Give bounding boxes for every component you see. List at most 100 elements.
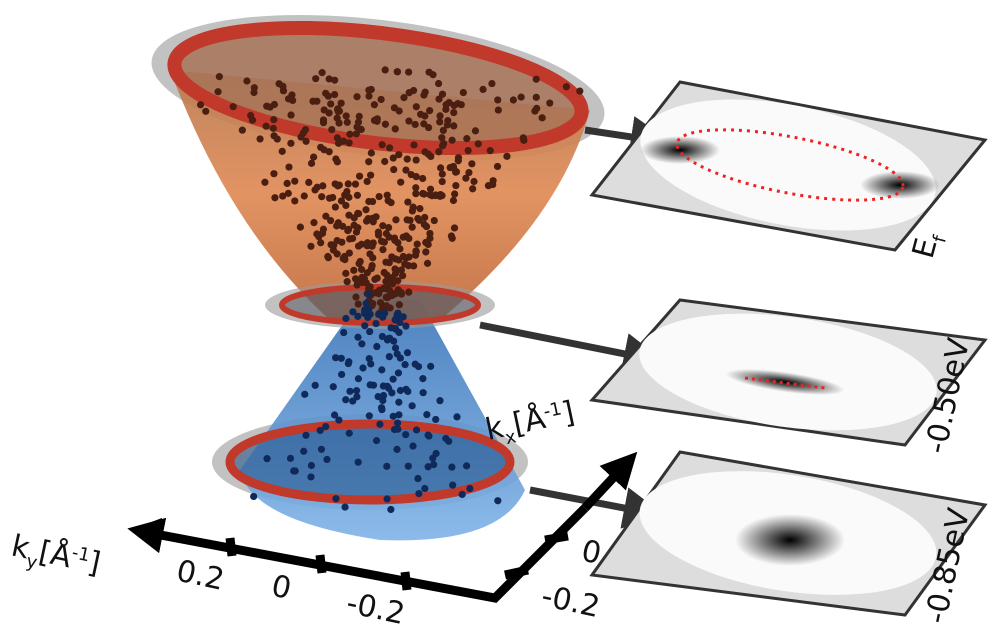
- point: [405, 68, 412, 75]
- point: [249, 117, 256, 124]
- point: [449, 137, 456, 144]
- point: [355, 242, 362, 249]
- point: [367, 381, 374, 388]
- point: [533, 76, 540, 83]
- point: [494, 163, 501, 170]
- point: [250, 493, 257, 500]
- point: [413, 248, 420, 255]
- point: [381, 285, 388, 292]
- point: [334, 250, 341, 257]
- point: [439, 170, 446, 177]
- point: [332, 203, 339, 210]
- point: [546, 99, 553, 106]
- point: [390, 376, 397, 383]
- point: [533, 105, 540, 112]
- point: [421, 221, 428, 228]
- point: [332, 155, 339, 162]
- point: [356, 113, 363, 120]
- ky-label: ky[Å-1]: [7, 528, 103, 587]
- point: [383, 294, 390, 301]
- point: [346, 430, 353, 437]
- point: [420, 120, 427, 127]
- point: [317, 239, 324, 246]
- point: [382, 259, 389, 266]
- point: [404, 155, 411, 162]
- point: [371, 101, 378, 108]
- tick-label: 0: [268, 569, 294, 607]
- point: [404, 388, 411, 395]
- point: [453, 413, 460, 420]
- point: [409, 224, 416, 231]
- point: [410, 141, 417, 148]
- point: [435, 80, 442, 87]
- point: [396, 301, 403, 308]
- point: [402, 167, 409, 174]
- point: [407, 217, 414, 224]
- point: [392, 344, 399, 351]
- point: [398, 290, 405, 297]
- point: [392, 125, 399, 132]
- point: [449, 482, 456, 489]
- point: [355, 300, 362, 307]
- point: [410, 87, 417, 94]
- point: [414, 475, 421, 482]
- point: [364, 178, 371, 185]
- point: [270, 125, 277, 132]
- point: [346, 388, 353, 395]
- point: [358, 340, 365, 347]
- point: [353, 387, 360, 394]
- point: [576, 88, 583, 95]
- point: [458, 101, 465, 108]
- tick-label: 0.2: [173, 554, 227, 598]
- point: [374, 275, 381, 282]
- tick-label: -0.2: [343, 586, 408, 632]
- point: [440, 127, 447, 134]
- point: [412, 190, 419, 197]
- point: [444, 117, 451, 124]
- point: [520, 137, 527, 144]
- point: [365, 290, 372, 297]
- point: [442, 435, 449, 442]
- point: [285, 190, 292, 197]
- tick: [505, 570, 528, 575]
- point: [354, 281, 361, 288]
- point: [297, 224, 304, 231]
- point: [357, 258, 364, 265]
- point: [400, 313, 407, 320]
- point: [243, 77, 250, 84]
- point: [322, 90, 329, 97]
- point: [291, 197, 298, 204]
- point: [355, 459, 362, 466]
- point: [326, 195, 333, 202]
- kx-label: kx[Å-1]: [482, 394, 578, 453]
- point: [263, 123, 270, 130]
- point: [382, 121, 389, 128]
- point: [366, 328, 373, 335]
- point: [309, 98, 316, 105]
- point: [489, 181, 496, 188]
- point: [301, 391, 308, 398]
- point: [405, 117, 412, 124]
- point: [353, 93, 360, 100]
- point: [425, 432, 432, 439]
- point: [356, 173, 363, 180]
- point: [270, 132, 277, 139]
- point: [400, 94, 407, 101]
- point: [451, 224, 458, 231]
- point: [396, 245, 403, 252]
- point: [318, 193, 325, 200]
- point: [382, 66, 389, 73]
- point: [415, 363, 422, 370]
- point: [355, 375, 362, 382]
- tick-label: -0.2: [538, 579, 603, 625]
- point: [372, 320, 379, 327]
- point: [216, 73, 223, 80]
- point: [354, 334, 361, 341]
- point: [395, 151, 402, 158]
- lower-cone: [212, 300, 528, 540]
- point: [376, 193, 383, 200]
- point: [394, 426, 401, 433]
- point: [341, 256, 348, 263]
- point: [413, 103, 420, 110]
- point: [358, 266, 365, 273]
